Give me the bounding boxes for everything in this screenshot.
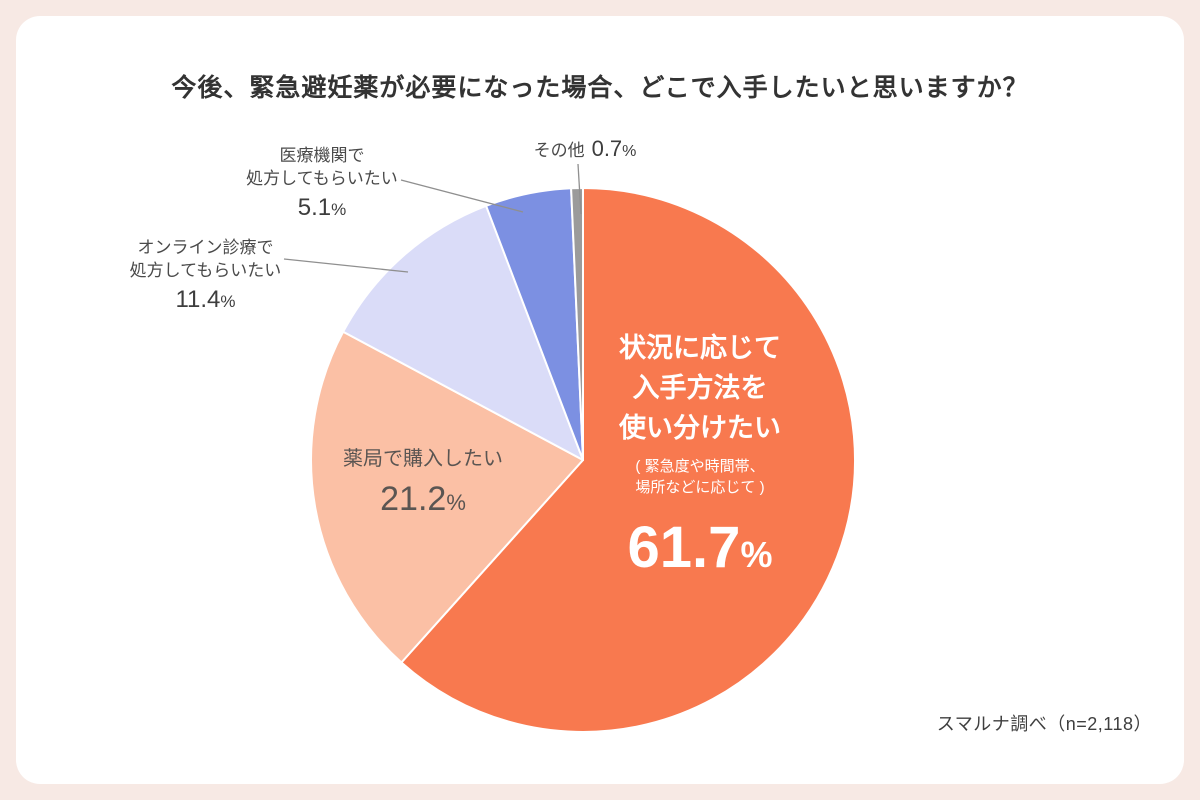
label-main-note1: ( 緊急度や時間帯、 <box>635 458 765 475</box>
label-main-pct: 61.7% <box>627 515 773 580</box>
label-other-text: その他 <box>533 141 585 160</box>
leader-line-other <box>577 163 582 215</box>
pie-slice-pharmacy <box>310 330 584 664</box>
pie-slice-main <box>400 187 856 733</box>
label-pharmacy-pct: 21.2% <box>380 480 466 518</box>
label-other: その他 0.7% <box>500 136 670 162</box>
label-other-pct: 0.7% <box>591 136 637 161</box>
pie-slice-online <box>342 204 584 461</box>
label-medical-pct: 5.1% <box>297 194 347 221</box>
label-pharmacy-text: 薬局で購入したい <box>343 448 503 470</box>
label-main-line1: 状況に応じて <box>619 333 781 363</box>
pie-slice-other <box>570 187 584 461</box>
label-medical-line1: 医療機関で <box>279 146 365 165</box>
label-main: 状況に応じて 入手方法を 使い分けたい ( 緊急度や時間帯、 場所などに応じて … <box>565 328 835 581</box>
leader-lines <box>283 163 582 273</box>
label-medical-line2: 処方してもらいたい <box>246 169 398 188</box>
pie-slices <box>310 187 856 733</box>
label-online-line2: 処方してもらいたい <box>129 261 282 280</box>
label-online-pct: 11.4% <box>175 286 236 313</box>
label-online-line1: オンライン診療で <box>137 238 274 257</box>
leader-line-online <box>283 258 409 273</box>
label-online: オンライン診療で 処方してもらいたい 11.4% <box>108 236 303 314</box>
leader-line-medical <box>400 179 524 213</box>
source-note: スマルナ調べ（n=2,118） <box>936 714 1152 734</box>
chart-title: 今後、緊急避妊薬が必要になった場合、どこで入手したいと思いますか？ <box>171 74 1029 102</box>
label-main-note2: 場所などに応じて ) <box>635 479 765 496</box>
label-pharmacy: 薬局で購入したい 21.2% <box>318 446 528 519</box>
label-main-line2: 入手方法を <box>632 373 768 403</box>
label-main-line3: 使い分けたい <box>619 413 781 443</box>
label-medical: 医療機関で 処方してもらいたい 5.1% <box>227 144 417 222</box>
